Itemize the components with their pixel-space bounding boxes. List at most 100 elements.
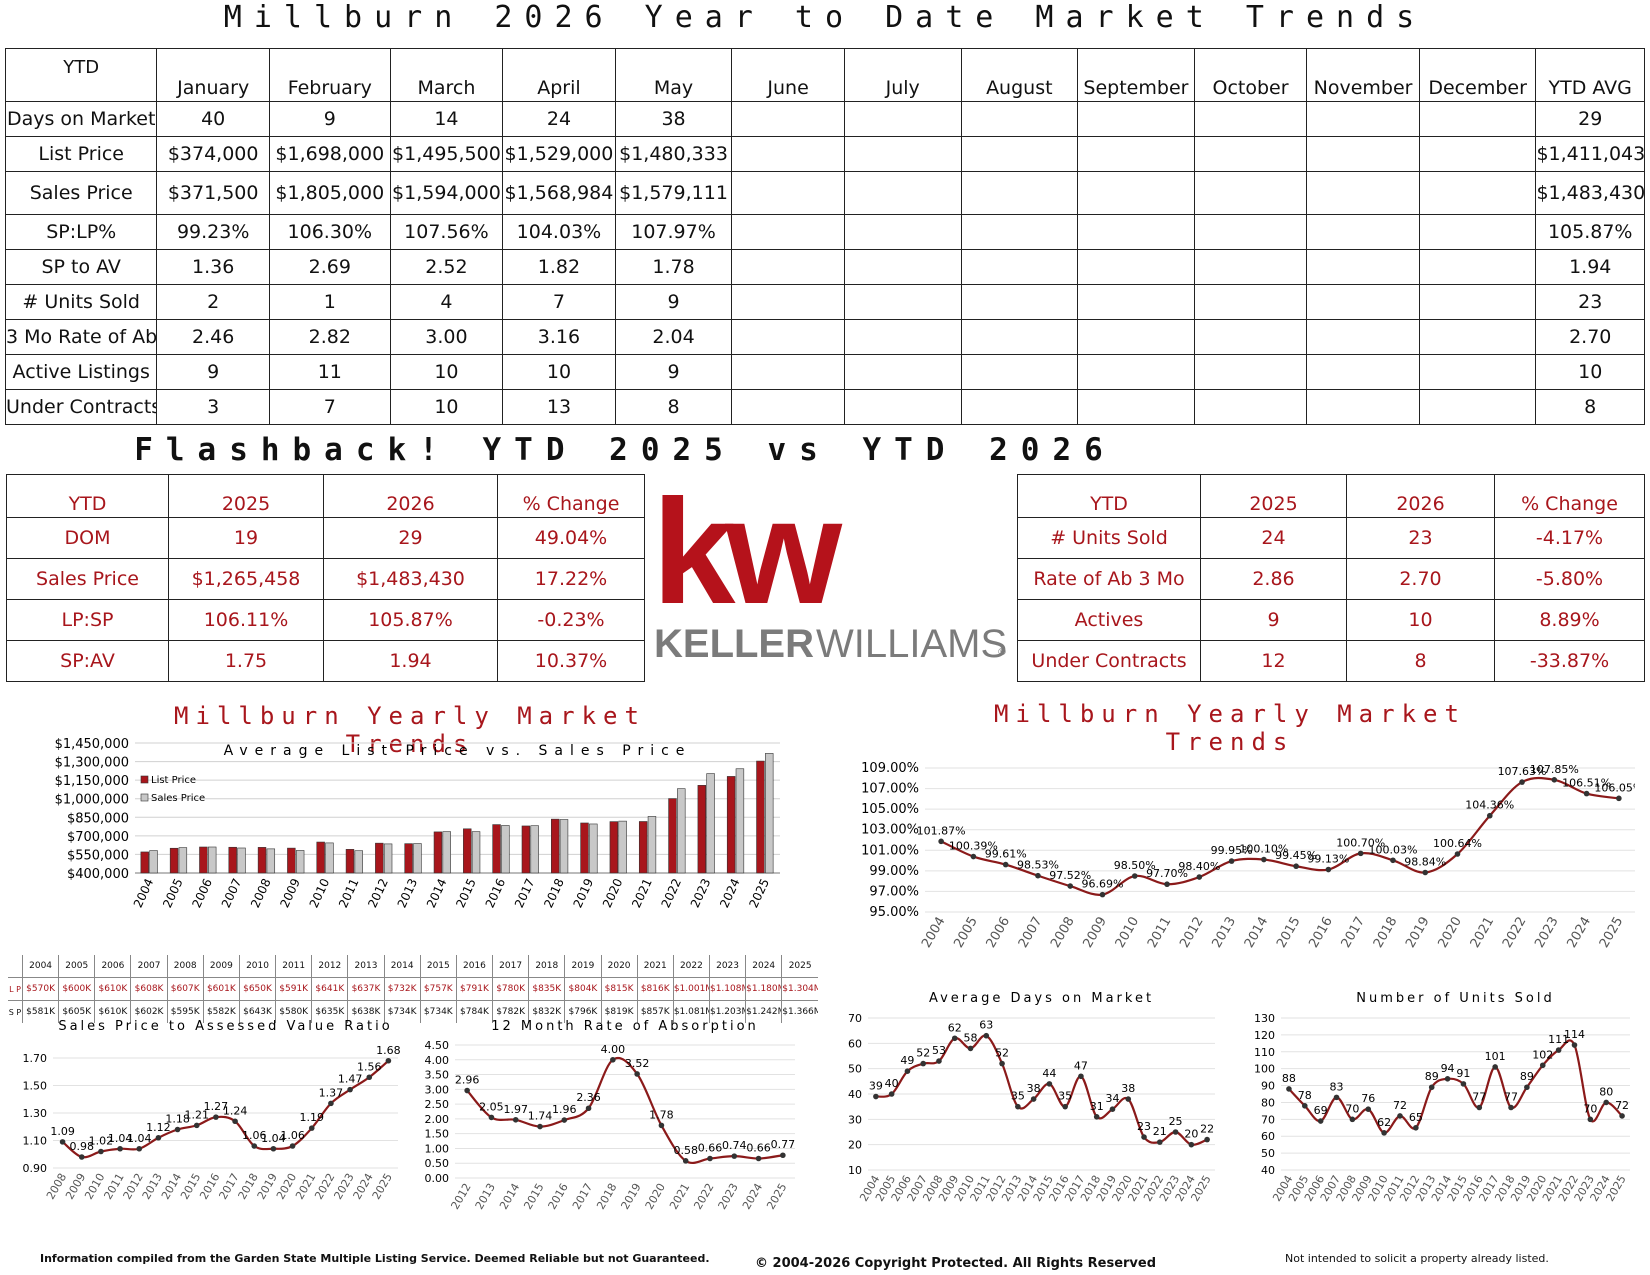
- y-tick-label: 80: [1261, 1096, 1275, 1109]
- data-label: 100.70%: [1336, 836, 1385, 849]
- ytd-cell: 9: [614, 354, 733, 390]
- flashback-cell: LP:SP: [6, 599, 169, 641]
- ytd-cell: 10: [389, 354, 504, 390]
- data-label: 100.64%: [1433, 837, 1482, 850]
- x-tick-label: 2018: [1371, 915, 1401, 951]
- data-point: [888, 1091, 895, 1097]
- ytd-cell: [843, 319, 962, 355]
- list-price-bar: [375, 842, 384, 874]
- ytd-cell: 13: [502, 389, 616, 425]
- x-tick-label: 2025: [370, 1171, 395, 1202]
- ytd-row: 3 Mo Rate of Ab 2.46 2.82 3.00 3.16 2.04 2.70: [4, 319, 1645, 355]
- data-label: 0.77: [771, 1138, 796, 1151]
- ytd-cell: [731, 171, 845, 215]
- ytd-cell: 8: [1535, 389, 1645, 425]
- data-point: [366, 1074, 373, 1081]
- y-tick-label: 1.70: [23, 1052, 48, 1065]
- lp-value-cell: $641K: [311, 977, 348, 1001]
- ytd-cell: [1077, 319, 1195, 355]
- lp-value-cell: $757K: [419, 977, 457, 1001]
- ytd-cell: [1077, 249, 1195, 285]
- ytd-cell: [1193, 284, 1308, 320]
- flashback-cell: 105.87%: [323, 599, 498, 641]
- ytd-cell: [843, 136, 962, 172]
- data-label: 20: [1184, 1128, 1198, 1141]
- data-point: [1301, 1103, 1308, 1109]
- ytd-cell: [843, 284, 962, 320]
- x-tick-label: 2024: [740, 1181, 765, 1212]
- ytd-cell: 11: [268, 354, 391, 390]
- ytd-month-header: September: [1077, 48, 1195, 102]
- x-tick-label: 2006: [189, 876, 215, 910]
- data-label: 89: [1425, 1070, 1439, 1083]
- lp-year-cell: 2007: [130, 955, 168, 978]
- flashback-cell: Under Contracts: [1017, 640, 1201, 682]
- x-tick-label: 2015: [453, 876, 479, 910]
- logo-word-keller: KELLER: [654, 622, 814, 666]
- ytd-cell: [1193, 214, 1308, 250]
- ytd-cell: 104.03%: [502, 214, 616, 250]
- x-tick-label: 2022: [1500, 915, 1530, 951]
- y-tick-label: 1.00: [425, 1142, 450, 1155]
- data-point: [1125, 1096, 1132, 1102]
- lp-sp-row-label: L P: [8, 977, 23, 1001]
- list-price-bar: [492, 824, 501, 874]
- data-label: 22: [1200, 1123, 1214, 1136]
- x-tick-label: 2015: [521, 1181, 546, 1212]
- x-tick-label: 2020: [600, 876, 626, 910]
- ytd-cell: 1.94: [1535, 249, 1645, 285]
- data-label: 100.03%: [1368, 843, 1417, 856]
- sales-price-bar: [471, 831, 481, 874]
- data-label: 1.47: [338, 1073, 363, 1086]
- ytd-cell: [731, 249, 845, 285]
- ytd-cell: [1418, 214, 1537, 250]
- sales-price-bar: [178, 847, 188, 874]
- y-tick-label: 120: [1254, 1029, 1275, 1042]
- ytd-cell: [1306, 319, 1420, 355]
- data-point: [537, 1123, 543, 1130]
- data-point: [251, 1143, 258, 1149]
- data-label: 0.98: [70, 1140, 95, 1153]
- ytd-cell: [843, 101, 962, 137]
- lp-year-cell: 2022: [672, 955, 710, 978]
- lp-sp-data-table: 2004 2005 2006 2007 2008 2009 2010 2011 2012 2013…: [8, 955, 818, 1023]
- sp-value-cell: $832K: [528, 1000, 565, 1023]
- x-tick-label: 2013: [1210, 915, 1240, 951]
- ytd-row: Under Contracts 3 7 10 13 8 8: [4, 389, 1645, 425]
- data-label: 106.51%: [1562, 777, 1611, 790]
- data-point: [1172, 1129, 1179, 1135]
- data-point: [1357, 850, 1364, 857]
- ytd-cell: [731, 214, 845, 250]
- x-tick-label: 2022: [659, 876, 685, 910]
- ytd-cell: [1306, 354, 1420, 390]
- data-point: [385, 1057, 392, 1064]
- ytd-month-header: January: [156, 48, 270, 102]
- y-tick-label: 10: [848, 1164, 862, 1177]
- ytd-cell: 1.36: [156, 249, 270, 285]
- data-label: 62: [948, 1021, 962, 1034]
- flashback-cell: Actives: [1017, 599, 1201, 641]
- series-line: [940, 776, 1620, 896]
- data-point: [1492, 1064, 1498, 1070]
- ytd-cell: $374,000: [156, 136, 270, 172]
- data-label: 97.70%: [1146, 867, 1188, 880]
- list-price-bar: [463, 828, 472, 874]
- flashback-cell: 9: [1200, 599, 1347, 641]
- ytd-cell: 2.04: [614, 319, 733, 355]
- ytd-cell: 107.56%: [389, 214, 504, 250]
- list-price-bar: [433, 831, 443, 874]
- ytd-cell: [1418, 354, 1537, 390]
- data-point: [1325, 866, 1332, 873]
- ytd-cell: [1306, 171, 1420, 215]
- sp-value-cell: $1.081M: [672, 1000, 710, 1023]
- y-tick-label: 103.00%: [861, 823, 919, 838]
- sales-price-bar: [501, 825, 510, 874]
- ytd-cell: [1077, 136, 1195, 172]
- ytd-cell: 40: [156, 101, 270, 137]
- data-point: [1428, 1084, 1435, 1091]
- data-label: 2.36: [576, 1091, 601, 1104]
- lp-value-cell: $601K: [202, 977, 240, 1001]
- ytd-month-header: October: [1193, 48, 1308, 102]
- ytd-month-header: YTD AVG: [1535, 48, 1645, 102]
- data-label: 94: [1441, 1062, 1455, 1075]
